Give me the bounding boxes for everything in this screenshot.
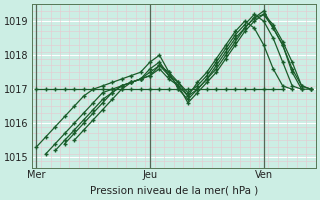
X-axis label: Pression niveau de la mer( hPa ): Pression niveau de la mer( hPa ) (90, 186, 258, 196)
